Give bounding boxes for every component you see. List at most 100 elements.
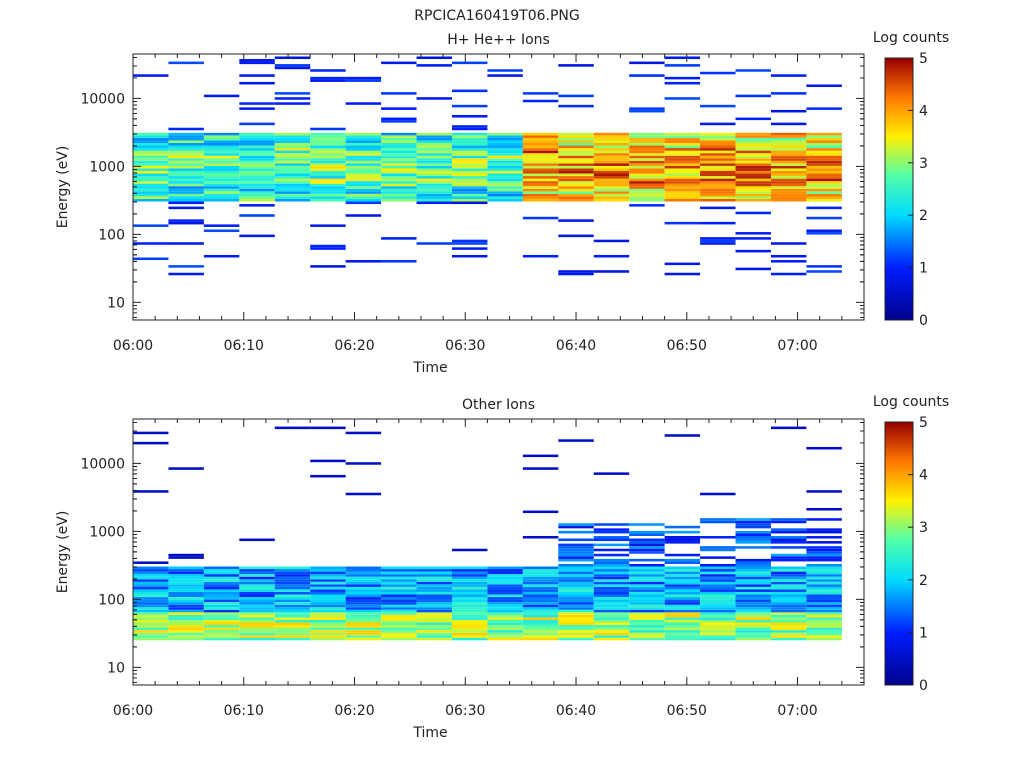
heatmap-cell xyxy=(522,153,559,156)
heatmap-cell xyxy=(168,591,204,595)
heatmap-cell xyxy=(239,632,275,636)
heatmap-cell xyxy=(522,597,559,600)
heatmap-cell xyxy=(487,176,523,179)
heatmap-cell xyxy=(133,635,169,638)
heatmap-cell xyxy=(806,637,842,641)
heatmap-cell xyxy=(487,632,523,636)
heatmap-cell xyxy=(735,558,771,562)
heatmap-cell xyxy=(770,142,807,146)
heatmap-cell xyxy=(629,74,665,77)
heatmap-cell xyxy=(558,625,594,628)
heatmap-cell xyxy=(451,165,488,169)
heatmap-cell xyxy=(806,518,842,521)
heatmap-cell xyxy=(451,622,488,626)
heatmap-cell xyxy=(451,160,488,164)
heatmap-cell xyxy=(381,170,417,174)
heatmap-cell xyxy=(133,602,169,605)
heatmap-cell xyxy=(487,579,523,582)
heatmap-cell xyxy=(629,558,665,562)
heatmap-cell xyxy=(700,191,736,194)
heatmap-cell xyxy=(487,622,523,626)
heatmap-cell xyxy=(381,155,417,159)
heatmap-cell xyxy=(345,602,382,605)
x-tick-label: 06:20 xyxy=(334,703,374,719)
heatmap-cell xyxy=(664,135,701,138)
heatmap-cell xyxy=(629,569,665,572)
heatmap-cell xyxy=(168,614,204,618)
heatmap-cell xyxy=(416,630,452,633)
heatmap-cell xyxy=(770,518,807,521)
heatmap-cell xyxy=(629,637,665,641)
heatmap-cell xyxy=(310,76,346,80)
heatmap-cell xyxy=(239,574,275,577)
heatmap-cell xyxy=(806,155,842,159)
heatmap-cell xyxy=(487,635,523,638)
heatmap-cell xyxy=(629,541,665,544)
heatmap-cell xyxy=(274,637,311,641)
heatmap-cell xyxy=(700,122,736,126)
heatmap-cell xyxy=(133,431,169,435)
heatmap-cell xyxy=(664,193,701,197)
heatmap-cell xyxy=(133,165,169,169)
heatmap-cell xyxy=(700,242,736,245)
heatmap-cell xyxy=(381,188,417,192)
heatmap-cell xyxy=(735,625,771,628)
heatmap-cell xyxy=(133,150,169,154)
heatmap-cell xyxy=(629,581,665,585)
heatmap-cell xyxy=(239,622,275,626)
heatmap-cell xyxy=(700,622,736,626)
heatmap-cell xyxy=(629,571,665,575)
heatmap-cell xyxy=(664,168,701,171)
heatmap-cell xyxy=(381,120,417,123)
heatmap-cell xyxy=(345,627,382,631)
heatmap-cell xyxy=(487,569,523,572)
heatmap-cell xyxy=(735,160,771,164)
heatmap-cell xyxy=(700,635,736,638)
heatmap-cell xyxy=(593,196,630,199)
heatmap-cell xyxy=(558,599,594,603)
heatmap-cell xyxy=(558,135,594,138)
heatmap-cell xyxy=(770,528,807,531)
heatmap-cell xyxy=(806,181,842,184)
heatmap-cell xyxy=(168,584,204,587)
heatmap-cell xyxy=(558,566,594,570)
heatmap-cell xyxy=(168,553,204,557)
heatmap-cell xyxy=(522,581,559,585)
heatmap-cell xyxy=(310,607,346,610)
heatmap-cell xyxy=(274,64,311,67)
heatmap-cell xyxy=(239,181,275,184)
heatmap-cell xyxy=(806,571,842,575)
heatmap-cell xyxy=(664,158,701,161)
heatmap-cell xyxy=(274,607,311,610)
heatmap-cell xyxy=(700,153,736,156)
heatmap-cell xyxy=(203,153,240,156)
heatmap-cell xyxy=(806,142,842,146)
heatmap-cell xyxy=(770,566,807,570)
heatmap-cell xyxy=(629,563,665,567)
heatmap-cell xyxy=(416,625,452,628)
heatmap-cell xyxy=(522,579,559,582)
heatmap-cell xyxy=(664,604,701,608)
heatmap-cell xyxy=(274,594,311,598)
heatmap-cell xyxy=(700,193,736,197)
heatmap-cell xyxy=(310,625,346,628)
heatmap-cell xyxy=(806,530,842,534)
heatmap-cell xyxy=(700,574,736,577)
heatmap-cell xyxy=(593,599,630,603)
heatmap-cell xyxy=(735,581,771,585)
heatmap-cell xyxy=(664,607,701,610)
heatmap-cell xyxy=(487,178,523,182)
heatmap-cell xyxy=(806,140,842,143)
heatmap-cell xyxy=(629,160,665,164)
heatmap-cell xyxy=(239,581,275,585)
heatmap-cell xyxy=(558,574,594,577)
heatmap-cell xyxy=(239,196,275,199)
heatmap-cell xyxy=(558,158,594,161)
heatmap-cell xyxy=(558,160,594,164)
heatmap-cell xyxy=(274,56,311,60)
heatmap-cell xyxy=(806,607,842,610)
heatmap-cell xyxy=(168,201,204,205)
heatmap-cell xyxy=(310,135,346,138)
heatmap-cell xyxy=(345,214,382,217)
